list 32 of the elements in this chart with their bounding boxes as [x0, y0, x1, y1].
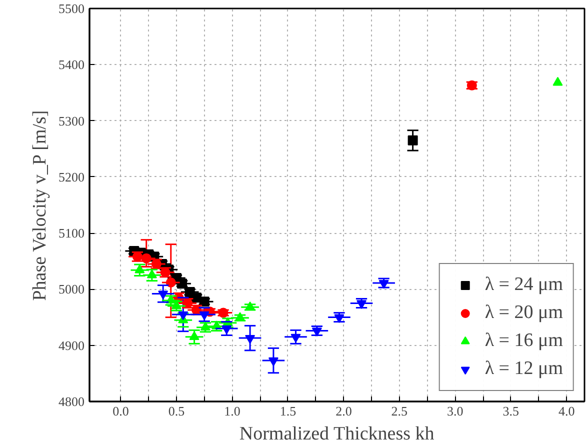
- x-tick-label: 1.5: [280, 404, 296, 418]
- y-tick-label: 5300: [58, 113, 84, 128]
- point: [552, 76, 563, 86]
- y-tick-label: 4800: [58, 394, 84, 409]
- y-tick-label: 5100: [58, 226, 84, 241]
- y-tick-label: 5400: [58, 57, 84, 72]
- legend-label: λ = 24 μm: [484, 274, 563, 296]
- legend-label: λ = 20 μm: [484, 302, 563, 324]
- x-tick-label: 2.0: [336, 404, 352, 418]
- point: [158, 290, 168, 300]
- point: [290, 334, 301, 343]
- x-tick-label: 2.5: [391, 404, 408, 418]
- point: [141, 253, 152, 264]
- point: [245, 334, 256, 344]
- x-axis-title: Normalized Thickness kh: [239, 424, 435, 444]
- y-tick-label: 5000: [58, 282, 84, 297]
- point: [199, 311, 210, 320]
- y-tick-label: 5500: [58, 1, 84, 16]
- y-tick-label: 4900: [58, 338, 84, 353]
- x-tick-label: 1.0: [224, 404, 240, 418]
- legend-label: λ = 16 μm: [484, 330, 563, 352]
- x-tick-label: 4.0: [558, 404, 575, 418]
- point: [408, 135, 418, 146]
- legend-label: λ = 12 μm: [484, 358, 563, 380]
- x-tick-label: 0.5: [168, 404, 185, 418]
- point: [166, 277, 176, 288]
- x-tick-label: 3.0: [447, 404, 464, 418]
- x-tick-label: 3.5: [502, 404, 520, 418]
- y-tick-label: 5200: [58, 169, 84, 184]
- y-axis-title: Phase Velocity v_P [m/s]: [30, 110, 50, 301]
- x-tick-label: 0.0: [112, 404, 129, 418]
- point: [268, 357, 278, 366]
